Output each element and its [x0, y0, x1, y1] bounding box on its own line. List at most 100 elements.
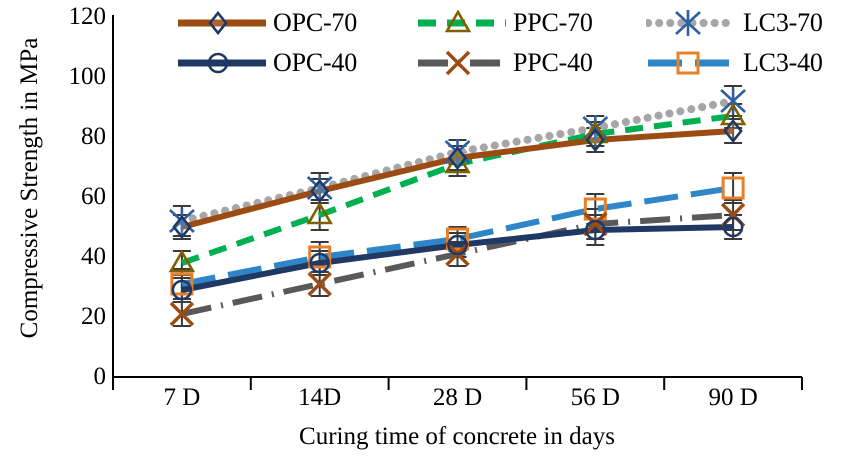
legend-row-top: OPC-70 PPC-70 LC3-70 — [176, 6, 836, 40]
legend-label-lc3-70: LC3-70 — [743, 8, 823, 37]
data-point-marker — [584, 219, 606, 241]
series-line — [181, 128, 734, 230]
data-point-marker — [582, 120, 609, 144]
error-bar — [724, 214, 743, 240]
y-tick-label: 40 — [81, 243, 106, 270]
legend-item-opc-40[interactable]: OPC-40 — [176, 46, 357, 80]
legend-item-lc3-70[interactable]: LC3-70 — [646, 6, 823, 40]
data-point-marker — [444, 150, 471, 174]
data-point-marker — [721, 176, 745, 200]
legend-item-opc-70[interactable]: OPC-70 — [176, 6, 357, 40]
x-tick-label: 90 D — [708, 384, 758, 411]
error-bar — [310, 250, 329, 276]
legend-swatch-opc-70 — [176, 10, 268, 36]
series-line — [181, 224, 734, 293]
y-tick-label: 20 — [81, 303, 106, 330]
error-bar — [172, 250, 191, 276]
y-tick-label: 60 — [81, 183, 106, 210]
error-bar — [724, 85, 743, 117]
data-point-marker — [170, 272, 194, 296]
error-bar — [310, 241, 329, 273]
error-bar — [448, 232, 467, 258]
legend-swatch-ppc-40 — [416, 50, 508, 76]
data-point-marker — [168, 249, 196, 273]
error-bar — [448, 145, 467, 171]
series-line — [180, 113, 734, 266]
legend-label-opc-40: OPC-40 — [273, 48, 358, 77]
y-axis-title: Compressive Strength in MPa — [16, 37, 43, 339]
data-point-marker — [171, 279, 193, 301]
data-point-marker — [306, 201, 333, 225]
error-bar — [724, 172, 743, 204]
error-bar — [310, 199, 329, 231]
data-point-marker — [446, 227, 469, 251]
x-tick-label: 14D — [298, 384, 342, 411]
legend-item-ppc-70[interactable]: PPC-70 — [416, 6, 593, 40]
y-tick-label: 80 — [81, 123, 106, 150]
error-bar — [586, 193, 605, 225]
x-tick-label: 56 D — [570, 384, 620, 411]
data-point-marker — [445, 241, 470, 267]
data-point-marker — [306, 175, 333, 201]
error-bar — [586, 208, 605, 240]
legend-label-opc-70: OPC-70 — [273, 8, 358, 37]
error-bar — [310, 271, 329, 297]
error-bar — [172, 214, 191, 240]
error-bar — [310, 172, 329, 204]
data-point-marker — [169, 208, 195, 234]
data-point-marker — [308, 245, 332, 269]
data-point-marker — [582, 115, 609, 141]
data-point-marker — [444, 139, 471, 165]
legend-item-lc3-40[interactable]: LC3-40 — [646, 46, 823, 80]
error-bar — [724, 118, 743, 144]
data-point-marker — [583, 211, 608, 237]
y-tick-label: 0 — [93, 363, 107, 390]
data-point-marker — [310, 178, 330, 204]
error-bar — [448, 139, 467, 165]
x-tick-label: 7 D — [163, 384, 201, 411]
data-point-marker — [719, 102, 747, 126]
error-bar — [172, 268, 191, 300]
data-point-marker — [309, 252, 331, 274]
data-point-marker — [720, 88, 746, 114]
series-line — [181, 212, 734, 317]
data-point-marker — [447, 234, 468, 256]
y-tick-label: 100 — [68, 63, 107, 90]
legend-swatch-ppc-70 — [416, 10, 508, 36]
error-bar — [172, 205, 191, 237]
legend-row-bottom: OPC-40 PPC-40 LC3-40 — [176, 46, 836, 80]
x-axis-line — [112, 376, 802, 378]
data-point-marker — [585, 127, 605, 153]
legend-label-ppc-70: PPC-70 — [513, 8, 593, 37]
data-point-marker — [307, 271, 332, 297]
error-bar — [586, 115, 605, 141]
y-axis-line — [112, 15, 114, 377]
error-bar — [724, 199, 743, 231]
legend-swatch-lc3-70 — [646, 10, 738, 36]
error-bar — [586, 121, 605, 147]
error-bar — [586, 214, 605, 246]
error-bar — [724, 103, 743, 129]
data-point-marker — [172, 214, 192, 240]
error-bar — [586, 127, 605, 153]
error-bar — [310, 178, 329, 204]
legend-swatch-opc-40 — [176, 50, 268, 76]
data-point-marker — [447, 145, 468, 171]
error-bar — [448, 241, 467, 267]
data-point-marker — [583, 197, 607, 221]
chart-legend: OPC-70 PPC-70 LC3-70 OPC-40 PPC-40 — [176, 4, 836, 82]
data-point-marker — [723, 118, 743, 144]
data-point-marker — [169, 301, 195, 327]
legend-item-ppc-40[interactable]: PPC-40 — [416, 46, 593, 80]
legend-label-lc3-40: LC3-40 — [743, 48, 823, 77]
error-bar — [172, 301, 191, 327]
error-bar — [448, 151, 467, 177]
legend-swatch-lc3-40 — [646, 50, 738, 76]
series-line — [181, 185, 734, 287]
series-line — [177, 97, 738, 225]
y-tick-label: 120 — [68, 3, 107, 30]
data-point-marker — [720, 202, 746, 228]
error-bar — [448, 226, 467, 252]
